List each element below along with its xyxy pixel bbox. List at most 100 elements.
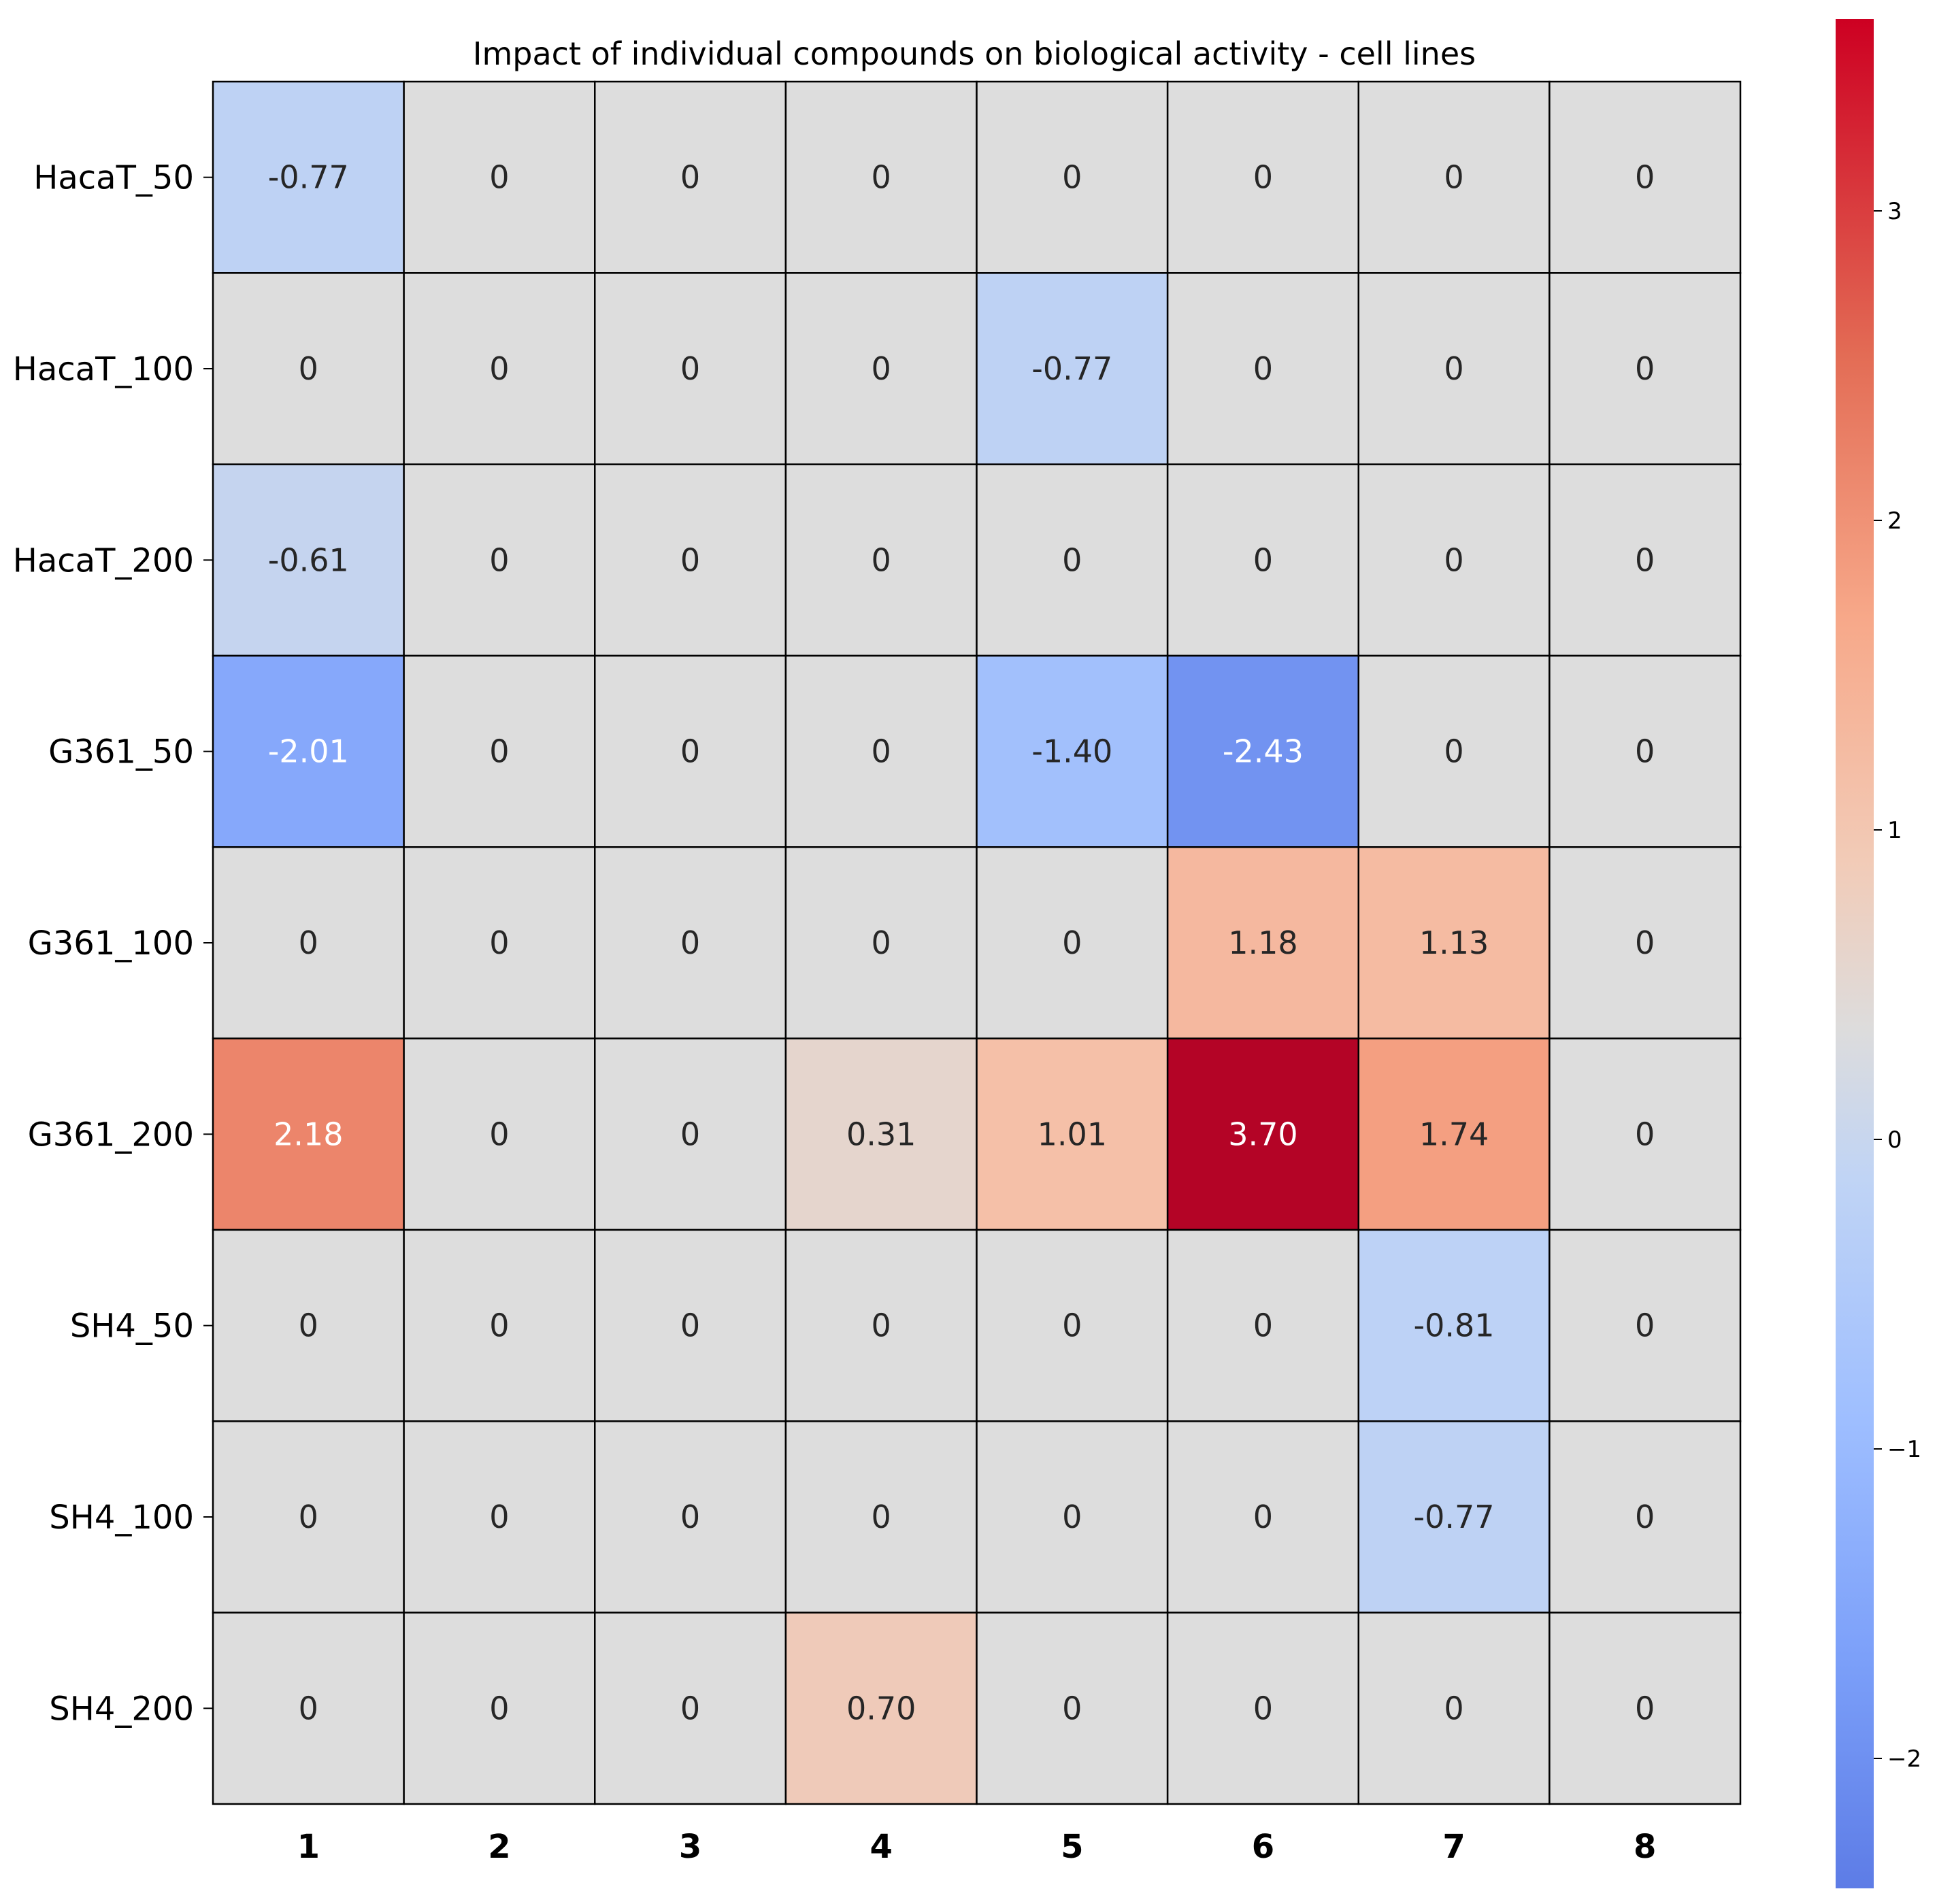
heatmap-grid: -0.77 0 0 0 0 0 0 0 0 0 0 0 -0.77 0 0 0 -0.61 0 0 0 0 0 0 0 -2.0… [212,80,1742,1805]
cell-value-label: 0 [299,350,318,387]
cell-value-label: 0 [1444,350,1463,387]
cell-value-label: 0 [1444,733,1463,770]
heatmap-cell [212,80,405,274]
heatmap-cell [976,846,1169,1039]
heatmap-cell [1357,654,1551,848]
cell-value-label: 0 [680,350,700,387]
cell-value-label: 0.70 [846,1690,916,1726]
cell-value-label: 0 [299,1307,318,1344]
heatmap-cell [403,1229,596,1422]
cell-value-label: 0 [872,1307,891,1344]
chart-title: Impact of individual compounds on biolog… [473,35,1476,72]
cell-value-label: 0 [1635,350,1655,387]
heatmap-cell [976,1420,1169,1614]
heatmap-cell [594,80,787,274]
cell-value-label: 0 [1635,1499,1655,1535]
heatmap-cell [594,1420,787,1614]
heatmap-cell [1549,80,1742,274]
cell-value-label: 0 [1253,350,1273,387]
row-label: HacaT_200 [13,541,194,580]
cell-value-label: -0.77 [268,159,349,196]
heatmap-cell [1549,846,1742,1039]
heatmap-cell [594,654,787,848]
row-label: SH4_100 [49,1499,194,1537]
heatmap-cell [1357,272,1551,465]
cell-value-label: 0 [1635,159,1655,196]
heatmap-cell [1357,463,1551,657]
heatmap-cell [784,846,978,1039]
cell-value-label: 0 [872,159,891,196]
cell-value-label: 0 [680,1116,700,1152]
heatmap-cell [976,1611,1169,1805]
heatmap-cell [976,1037,1169,1231]
cell-value-label: 1.74 [1419,1116,1489,1152]
column-label: 1 [297,1828,320,1866]
cell-value-label: 0 [680,541,700,578]
cell-value-label: 0 [1062,1307,1082,1344]
heatmap-cell [1549,272,1742,465]
cell-value-label: 0 [1635,924,1655,961]
cell-value-label: 0 [1635,1307,1655,1344]
colorbar-tick-label: −1 [1887,1436,1921,1463]
heatmap-cell [784,463,978,657]
row-label: SH4_200 [49,1690,194,1728]
cell-value-label: -0.61 [268,541,349,578]
cell-value-label: 0 [1062,159,1082,196]
cell-value-label: 0 [1253,1499,1273,1535]
column-label: 8 [1634,1828,1656,1866]
heatmap-cell [403,272,596,465]
row-label: HacaT_50 [33,159,194,197]
colorbar: −2 −1 0 1 2 3 [1836,19,1921,1888]
cell-value-label: 0 [872,350,891,387]
cell-value-label: 0 [299,1499,318,1535]
cell-value-label: -0.77 [1414,1499,1495,1535]
cell-value-label: -0.81 [1414,1307,1495,1344]
cell-value-label: 1.01 [1038,1116,1107,1152]
heatmap-cell [976,654,1169,848]
cell-value-label: 0 [680,159,700,196]
heatmap-cell [976,1229,1169,1422]
cell-value-label: 0 [489,159,509,196]
cell-value-label: 1.18 [1228,924,1297,961]
cell-value-label: 0 [1253,159,1273,196]
heatmap-cell [212,463,405,657]
cell-value-label: 0 [1253,541,1273,578]
heatmap-cell [1549,1420,1742,1614]
colorbar-tick-label: 3 [1887,198,1902,225]
cell-value-label: -1.40 [1031,733,1112,770]
heatmap-cell [1549,1229,1742,1422]
column-label: 3 [679,1828,701,1866]
colorbar-gradient [1836,19,1874,1888]
cell-value-label: 0 [299,1690,318,1726]
heatmap-cell [1357,1611,1551,1805]
heatmap-cell [403,1037,596,1231]
cell-value-label: 0 [680,924,700,961]
cell-value-label: 0 [680,1690,700,1726]
heatmap-cell [403,1611,596,1805]
cell-value-label: 0 [489,924,509,961]
heatmap-cell [594,1611,787,1805]
cell-value-label: 0 [489,1499,509,1535]
cell-value-label: 0 [1635,1116,1655,1152]
row-labels: HacaT_50 HacaT_100 HacaT_200 G361_50 G361_10… [13,159,213,1728]
heatmap-cell [594,1229,787,1422]
cell-value-label: 0 [872,1499,891,1535]
cell-value-label: 3.70 [1228,1116,1297,1152]
heatmap-cell [1166,80,1359,274]
heatmap-cell [212,654,405,848]
heatmap-cell [1166,846,1359,1039]
heatmap-cell [1166,1229,1359,1422]
heatmap-cell [976,80,1169,274]
colorbar-tick-label: 1 [1887,817,1902,844]
heatmap-cell [784,272,978,465]
heatmap-cell [1549,463,1742,657]
heatmap-cell [784,80,978,274]
heatmap-cell [594,463,787,657]
heatmap-cell [594,846,787,1039]
heatmap-cell [1166,1611,1359,1805]
heatmap-cell [784,1611,978,1805]
heatmap-cell [1166,272,1359,465]
heatmap-cell [1166,1420,1359,1614]
column-label: 4 [870,1828,892,1866]
